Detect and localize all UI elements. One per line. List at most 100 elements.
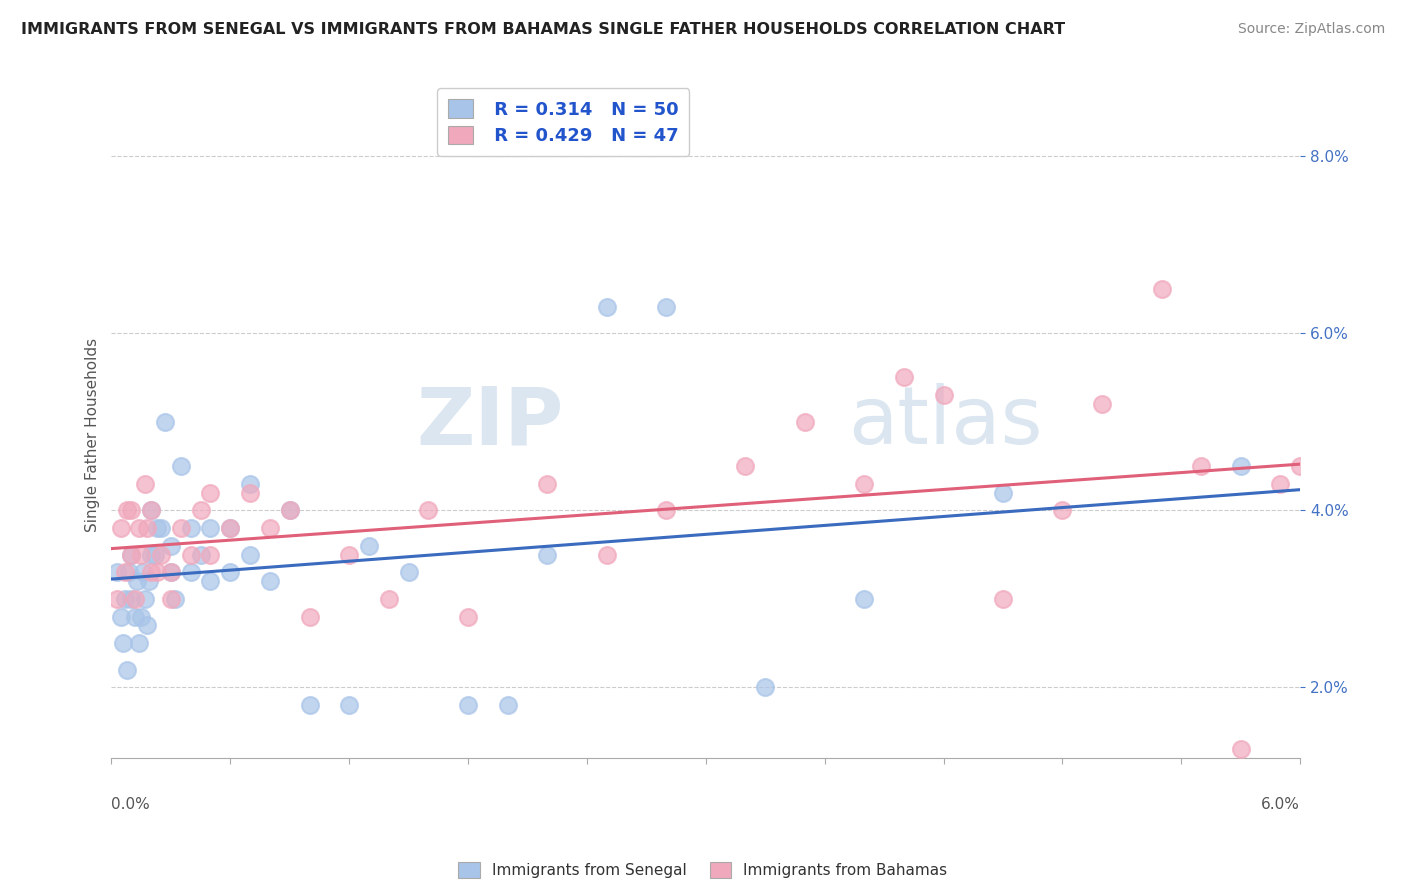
Point [1270,476,1292,491]
Point [200,548,222,562]
Point [298,698,321,713]
Point [124,591,146,606]
Point [160,566,183,580]
Point [134,591,156,606]
Text: 6.0%: 6.0% [1261,797,1301,812]
Point [200,574,222,589]
Point [105,566,128,580]
Point [932,388,955,402]
Point [143,548,166,562]
Point [1091,397,1114,411]
Point [536,476,558,491]
Point [337,698,360,713]
Point [160,539,183,553]
Point [127,574,149,589]
Point [190,548,212,562]
Point [139,503,162,517]
Point [793,415,815,429]
Point [120,591,142,606]
Text: IMMIGRANTS FROM SENEGAL VS IMMIGRANTS FROM BAHAMAS SINGLE FATHER HOUSEHOLDS CORR: IMMIGRANTS FROM SENEGAL VS IMMIGRANTS FR… [21,22,1066,37]
Point [991,485,1014,500]
Point [128,521,150,535]
Point [117,663,139,677]
Point [457,609,479,624]
Point [110,609,132,624]
Point [160,591,183,606]
Point [893,370,915,384]
Point [139,566,162,580]
Point [139,503,162,517]
Text: Source: ZipAtlas.com: Source: ZipAtlas.com [1237,22,1385,37]
Point [278,503,301,517]
Point [1150,282,1173,296]
Point [134,476,156,491]
Point [153,415,176,429]
Point [853,591,876,606]
Point [1229,458,1251,473]
Point [239,548,262,562]
Point [136,618,159,632]
Point [129,548,152,562]
Point [170,458,193,473]
Point [160,566,183,580]
Point [1052,503,1074,517]
Legend: Immigrants from Senegal, Immigrants from Bahamas: Immigrants from Senegal, Immigrants from… [453,856,953,884]
Point [219,521,242,535]
Point [200,485,222,500]
Text: 0.0%: 0.0% [111,797,150,812]
Y-axis label: Single Father Households: Single Father Households [86,338,100,532]
Point [239,476,262,491]
Point [278,503,301,517]
Point [298,609,321,624]
Point [655,300,678,314]
Point [132,566,155,580]
Point [259,521,281,535]
Point [105,591,128,606]
Point [138,574,160,589]
Point [536,548,558,562]
Point [853,476,876,491]
Point [114,591,136,606]
Point [149,548,172,562]
Point [146,566,169,580]
Point [136,521,159,535]
Point [124,609,146,624]
Point [496,698,519,713]
Point [337,548,360,562]
Point [180,548,202,562]
Point [734,458,756,473]
Point [991,591,1014,606]
Point [112,636,135,650]
Point [129,609,152,624]
Point [190,503,212,517]
Point [120,503,142,517]
Point [128,636,150,650]
Point [146,521,169,535]
Legend:  R = 0.314   N = 50,  R = 0.429   N = 47: R = 0.314 N = 50, R = 0.429 N = 47 [437,88,689,156]
Point [163,591,186,606]
Point [596,548,619,562]
Text: ZIP: ZIP [416,383,564,461]
Point [754,681,776,695]
Point [114,566,136,580]
Text: atlas: atlas [848,383,1043,461]
Point [139,548,162,562]
Point [357,539,380,553]
Point [219,521,242,535]
Point [120,548,142,562]
Point [1229,742,1251,756]
Point [110,521,132,535]
Point [378,591,401,606]
Point [120,548,142,562]
Point [219,566,242,580]
Point [596,300,619,314]
Point [239,485,262,500]
Point [655,503,678,517]
Point [398,566,420,580]
Point [149,521,172,535]
Point [259,574,281,589]
Point [118,566,141,580]
Point [1289,458,1312,473]
Point [180,521,202,535]
Point [170,521,193,535]
